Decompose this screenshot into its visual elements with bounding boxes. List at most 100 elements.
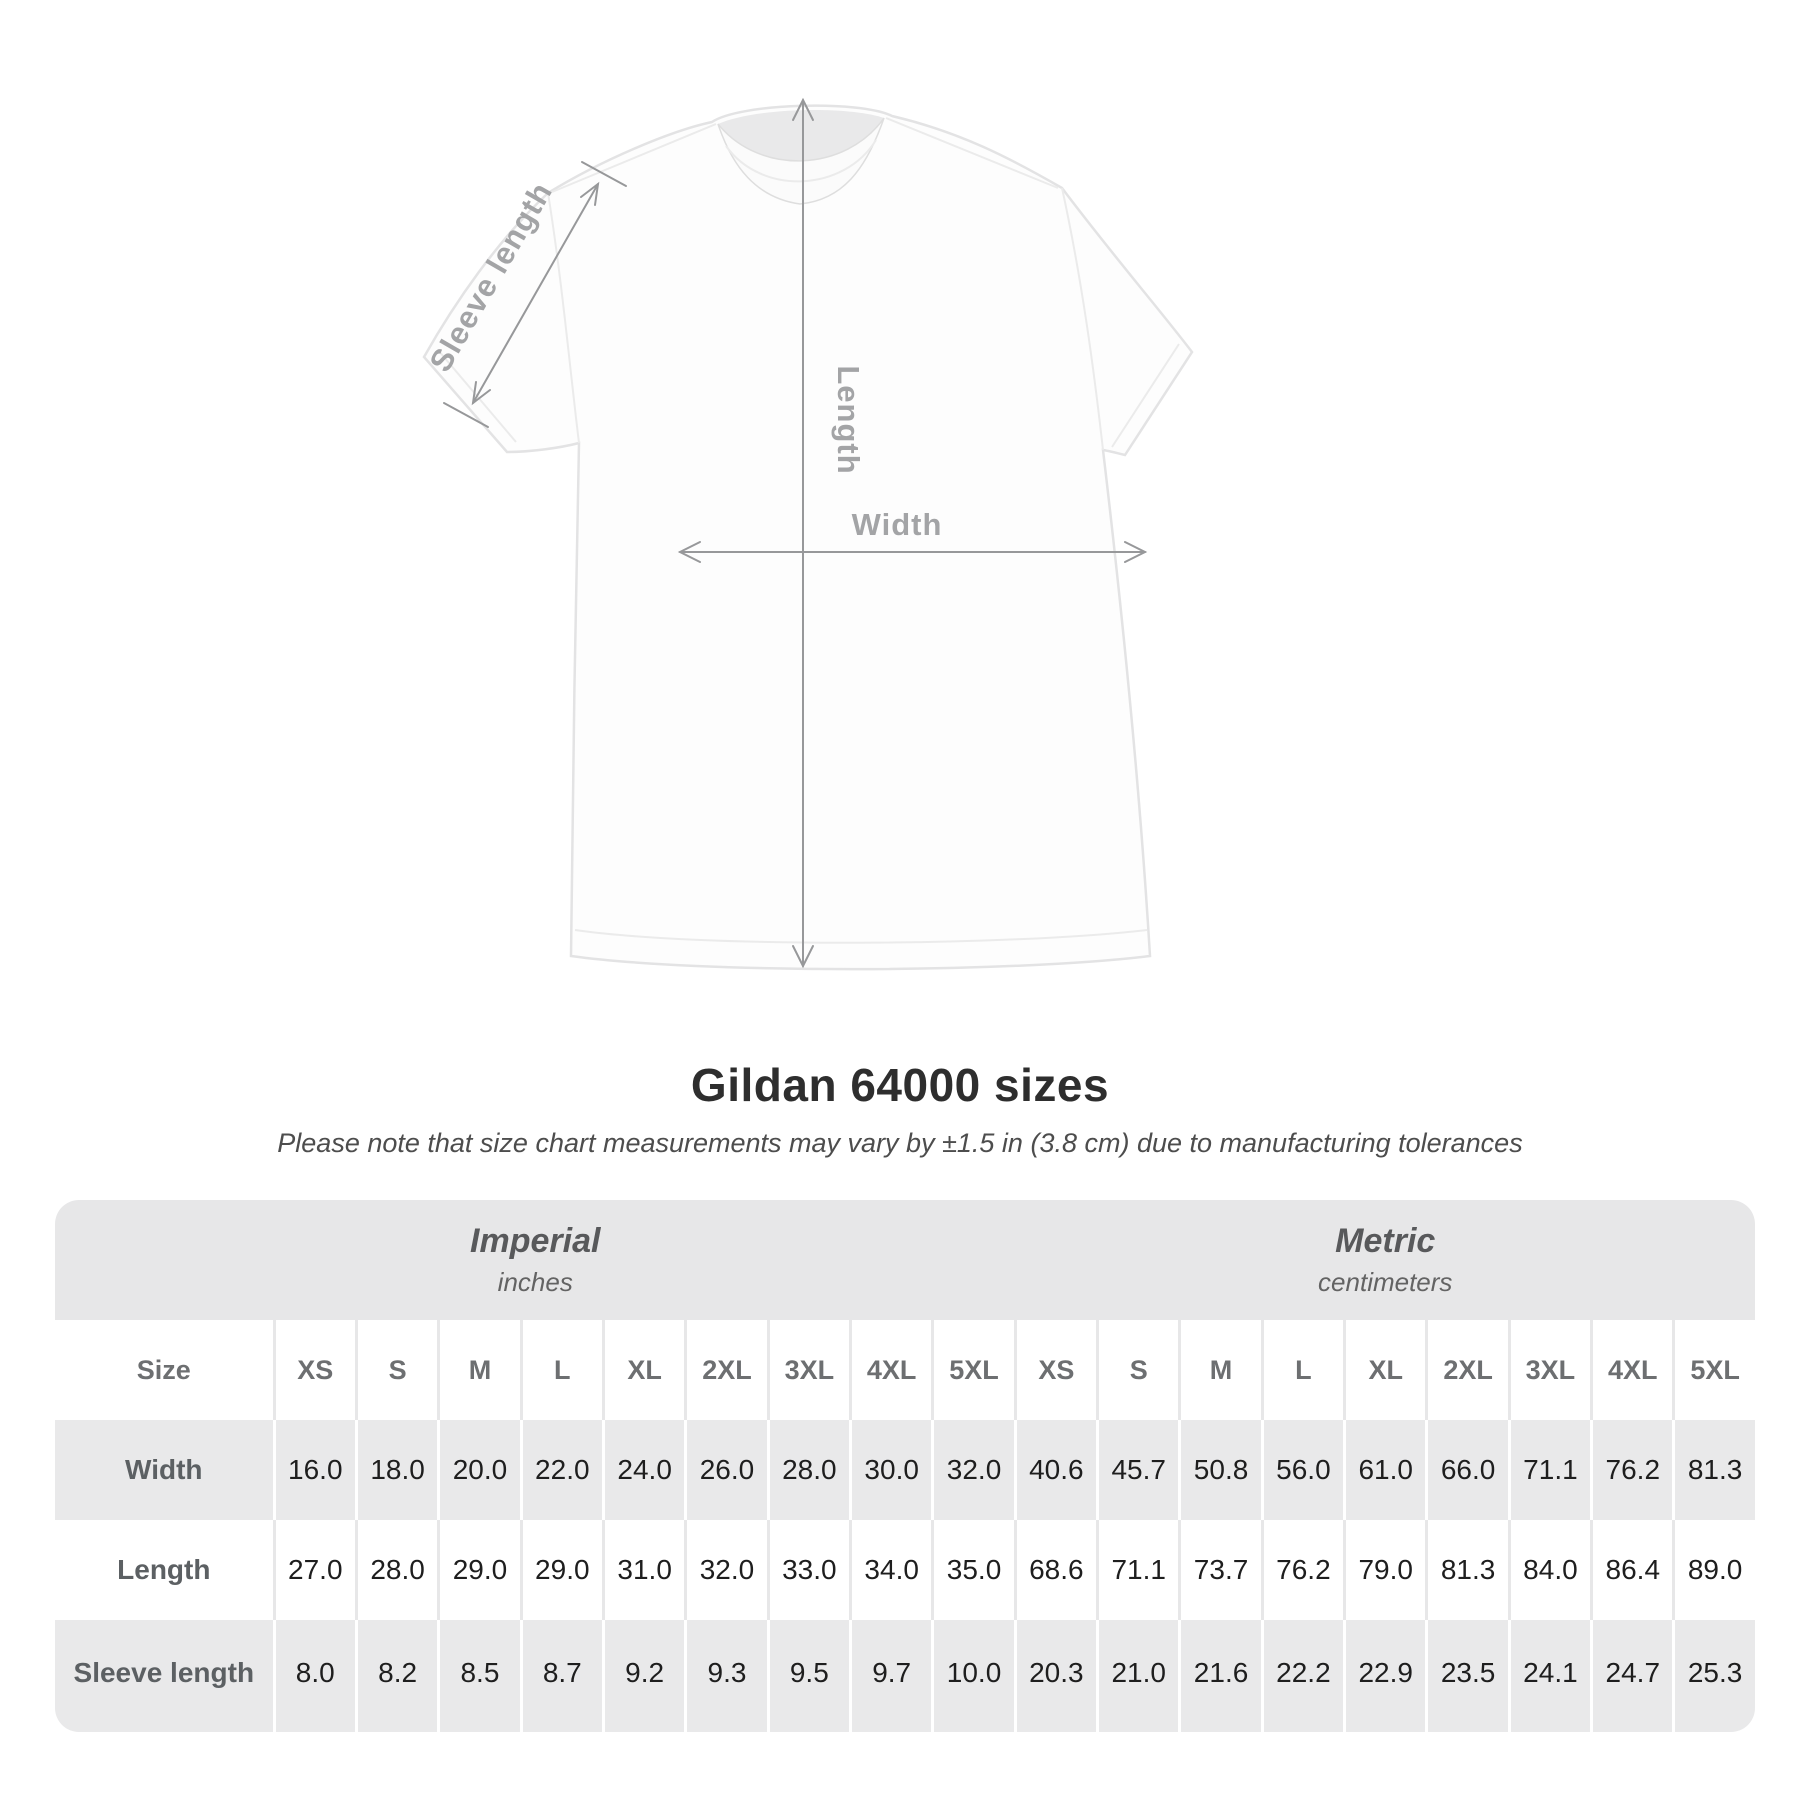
size-header-cell: 4XL [1590,1320,1672,1420]
value-cell: 40.6 [1013,1420,1096,1520]
value-cell: 56.0 [1260,1420,1343,1520]
page-title: Gildan 64000 sizes [690,1059,1110,1111]
value-cell: 22.2 [1260,1620,1343,1732]
size-header-cell: 5XL [1672,1320,1754,1420]
sleeve-length-arrow [443,161,627,428]
value-cell: 10.0 [931,1620,1013,1732]
row-label-cell: Sleeve length [73,1657,255,1688]
value-cell: 81.3 [1425,1520,1507,1620]
value-cell: 9.2 [601,1620,684,1732]
imperial-sublabel: inches [497,1267,573,1297]
value-cell: 9.3 [684,1620,766,1732]
row-label-cell: Length [117,1554,211,1585]
value-cell: 25.3 [1672,1620,1754,1732]
table-row: Length 27.0 28.0 29.0 29.0 31.0 32.0 33.0 34.0 35… [55,1520,1755,1620]
collar-opening [718,109,884,161]
armhole-seam-right [1061,187,1104,451]
value-cell: 9.7 [849,1620,931,1732]
size-header-cell: M [1178,1320,1260,1420]
size-header-cell: XS [272,1320,355,1420]
value-cell: 30.0 [849,1420,931,1520]
value-cell: 31.0 [601,1520,684,1620]
value-cell: 35.0 [931,1520,1013,1620]
metric-sublabel: centimeters [1318,1267,1453,1297]
metric-label: Metric [1335,1222,1436,1260]
value-cell: 24.0 [601,1420,684,1520]
value-cell: 81.3 [1672,1420,1754,1520]
size-header-cell: S [1096,1320,1178,1420]
value-cell: 66.0 [1425,1420,1507,1520]
unit-band: Imperial inches Metric centimeters [55,1200,1755,1320]
metric-header: Metric centimeters [1016,1200,1756,1320]
value-cell: 28.0 [354,1520,437,1620]
value-cell: 79.0 [1343,1520,1425,1620]
size-header-cell: 4XL [849,1320,931,1420]
collar-band [717,117,885,205]
value-cell: 33.0 [766,1520,849,1620]
width-label: Width [852,507,943,542]
shoulder-seam-right [885,117,1059,189]
armhole-seam-left [547,192,580,444]
size-header-cell: M [437,1320,519,1420]
value-cell: 45.7 [1096,1420,1178,1520]
length-label: Length [831,365,866,474]
value-cell: 76.2 [1590,1420,1672,1520]
value-cell: 86.4 [1590,1520,1672,1620]
value-cell: 18.0 [354,1420,437,1520]
value-cell: 73.7 [1178,1520,1260,1620]
length-arrow [792,97,814,969]
value-cell: 71.1 [1096,1520,1178,1620]
size-table-body: Size XS S M L XL 2XL 3XL 4XL 5XL XS S M L XL 2XL 3XL 4XL 5… [55,1320,1755,1732]
value-cell: 8.5 [437,1620,519,1732]
size-header-cell: 5XL [931,1320,1013,1420]
value-cell: 71.1 [1507,1420,1590,1520]
size-header-cell: 3XL [766,1320,849,1420]
value-cell: 20.3 [1013,1620,1096,1732]
row-label-cell: Size [136,1354,191,1385]
cuff-stitch-right [1111,343,1180,448]
row-label-cell: Width [125,1454,203,1485]
tshirt-figure: Sleeve length Length Width [422,97,1194,971]
value-cell: 28.0 [766,1420,849,1520]
value-cell: 22.9 [1343,1620,1425,1732]
value-cell: 21.6 [1178,1620,1260,1732]
tshirt-illustration: Sleeve length Length Width [422,97,1194,971]
value-cell: 24.1 [1507,1620,1590,1732]
value-cell: 34.0 [849,1520,931,1620]
size-table-panel: Imperial inches Metric centimeters Size X… [55,1200,1755,1732]
value-cell: 24.7 [1590,1620,1672,1732]
table-row: Sleeve length 8.0 8.2 8.5 8.7 9.2 9.3 9.5 9.7 10.… [55,1620,1755,1732]
size-header-cell: 2XL [1425,1320,1507,1420]
value-cell: 20.0 [437,1420,519,1520]
width-arrow [677,541,1148,563]
value-cell: 29.0 [437,1520,519,1620]
value-cell: 23.5 [1425,1620,1507,1732]
value-cell: 84.0 [1507,1520,1590,1620]
value-cell: 89.0 [1672,1520,1754,1620]
value-cell: 61.0 [1343,1420,1425,1520]
size-header-cell: 2XL [684,1320,766,1420]
value-cell: 16.0 [272,1420,355,1520]
imperial-header: Imperial inches [55,1200,1016,1320]
imperial-label: Imperial [470,1222,601,1260]
value-cell: 50.8 [1178,1420,1260,1520]
tshirt-body [422,104,1194,971]
value-cell: 29.0 [519,1520,602,1620]
value-cell: 21.0 [1096,1620,1178,1732]
size-header-cell: XS [1013,1320,1096,1420]
size-header-cell: S [354,1320,437,1420]
value-cell: 27.0 [272,1520,355,1620]
hem-stitch [574,929,1148,944]
shoulder-seam-left [551,123,717,193]
value-cell: 26.0 [684,1420,766,1520]
title-block: Gildan 64000 sizes Please note that size… [0,1058,1800,1159]
page-subtitle: Please note that size chart measurements… [277,1128,1523,1158]
value-cell: 8.7 [519,1620,602,1732]
size-header-cell: 3XL [1507,1320,1590,1420]
value-cell: 9.5 [766,1620,849,1732]
table-row: Width 16.0 18.0 20.0 22.0 24.0 26.0 28.0 30.0 32.… [55,1420,1755,1520]
size-header-cell: L [1260,1320,1343,1420]
value-cell: 32.0 [684,1520,766,1620]
size-header-cell: XL [1343,1320,1425,1420]
size-header-cell: L [519,1320,602,1420]
